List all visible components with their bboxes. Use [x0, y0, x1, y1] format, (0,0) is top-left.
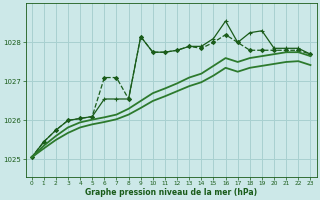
- X-axis label: Graphe pression niveau de la mer (hPa): Graphe pression niveau de la mer (hPa): [85, 188, 257, 197]
